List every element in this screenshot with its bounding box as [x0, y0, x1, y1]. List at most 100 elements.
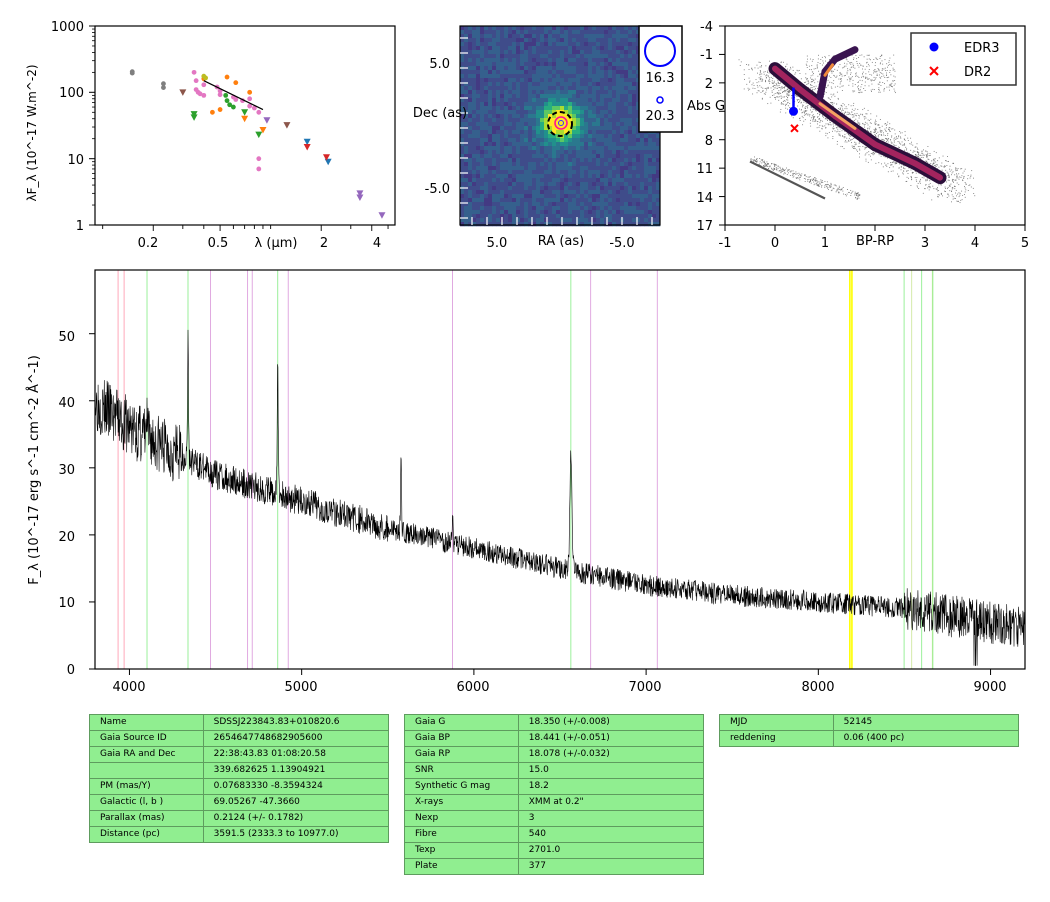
- sed-upper-limit-point: [378, 212, 386, 219]
- image-pixel: [620, 62, 625, 67]
- image-pixel: [504, 194, 509, 199]
- cmd-field-star: [944, 166, 946, 168]
- image-pixel: [648, 186, 653, 191]
- image-pixel: [596, 138, 601, 143]
- image-pixel: [572, 82, 577, 87]
- image-pixel: [524, 174, 529, 179]
- image-pixel: [564, 170, 569, 175]
- cmd-field-star: [881, 134, 882, 136]
- image-pixel: [564, 26, 569, 31]
- image-pixel: [496, 146, 501, 151]
- cmd-field-star: [766, 77, 767, 78]
- image-pixel: [572, 58, 577, 63]
- image-pixel: [632, 38, 637, 43]
- cmd-field-star: [743, 69, 745, 71]
- cmd-field-star: [786, 94, 788, 96]
- image-pixel: [580, 146, 585, 151]
- image-pixel: [484, 42, 489, 47]
- image-pixel: [584, 130, 589, 135]
- cmd-field-star: [945, 187, 946, 189]
- image-pixel: [636, 94, 641, 99]
- image-pixel: [492, 218, 497, 223]
- cmd-field-star: [926, 155, 928, 157]
- image-pixel: [500, 194, 505, 199]
- image-pixel: [620, 90, 625, 95]
- cmd-field-star: [849, 80, 851, 82]
- image-pixel: [544, 218, 549, 223]
- image-pixel: [656, 186, 661, 191]
- legend-circle-large: [644, 35, 676, 67]
- image-pixel: [524, 158, 529, 163]
- image-pixel: [620, 58, 625, 63]
- image-pixel: [496, 206, 501, 211]
- image-pixel: [584, 178, 589, 183]
- image-pixel: [632, 206, 637, 211]
- image-pixel: [468, 34, 473, 39]
- legend-circle-small: [656, 96, 664, 104]
- image-pixel: [536, 102, 541, 107]
- image-pixel: [540, 138, 545, 143]
- cmd-field-star: [756, 84, 758, 86]
- cmd-field-star: [805, 63, 807, 65]
- image-pixel: [632, 182, 637, 187]
- image-pixel: [500, 118, 505, 123]
- image-pixel: [548, 118, 553, 123]
- image-pixel: [492, 134, 497, 139]
- image-pixel: [544, 154, 549, 159]
- cmd-field-star: [787, 68, 789, 70]
- cmd-field-star: [842, 146, 843, 148]
- image-pixel: [604, 182, 609, 187]
- cmd-field-star: [969, 184, 971, 186]
- cmd-field-star: [796, 69, 798, 71]
- image-pixel: [564, 62, 569, 67]
- image-pixel: [516, 198, 521, 203]
- image-pixel: [576, 46, 581, 51]
- cmd-field-star: [873, 131, 875, 133]
- image-pixel: [544, 166, 549, 171]
- cmd-field-star: [849, 62, 851, 64]
- image-pixel: [552, 162, 557, 167]
- cmd-field-star: [972, 187, 974, 189]
- cmd-field-star: [955, 189, 957, 191]
- image-pixel: [520, 186, 525, 191]
- cmd-field-star: [870, 130, 872, 132]
- cmd-field-star: [888, 127, 890, 128]
- image-pixel: [556, 98, 561, 103]
- image-pixel: [484, 74, 489, 79]
- cmd-field-star: [921, 177, 923, 179]
- cmd-field-star: [912, 172, 914, 173]
- cmd-field-star: [827, 84, 829, 86]
- cmd-field-star: [814, 89, 816, 91]
- image-pixel: [480, 46, 485, 51]
- image-pixel: [564, 30, 569, 35]
- cmd-field-star: [925, 184, 927, 186]
- cmd-field-star: [783, 96, 785, 98]
- image-pixel: [476, 210, 481, 215]
- cmd-field-star: [957, 193, 959, 195]
- image-pixel: [572, 138, 577, 143]
- image-pixel: [568, 202, 573, 207]
- cmd-field-star: [860, 64, 862, 66]
- image-pixel: [600, 38, 605, 43]
- image-pixel: [632, 162, 637, 167]
- image-pixel: [608, 154, 613, 159]
- image-pixel: [512, 70, 517, 75]
- image-pixel: [608, 190, 613, 195]
- cmd-field-star: [812, 79, 814, 81]
- image-pixel: [564, 50, 569, 55]
- cmd-field-star: [759, 78, 761, 80]
- image-pixel: [460, 110, 465, 115]
- cmd-field-star: [925, 184, 927, 186]
- cmd-field-star: [879, 62, 881, 64]
- image-pixel: [532, 54, 537, 59]
- image-pixel: [540, 34, 545, 39]
- image-pixel: [460, 38, 465, 43]
- image-pixel: [612, 158, 617, 163]
- cmd-field-star: [967, 175, 969, 176]
- cmd-field-star: [855, 143, 857, 145]
- image-pixel: [512, 122, 517, 127]
- image-pixel: [496, 34, 501, 39]
- image-pixel: [472, 202, 477, 207]
- image-pixel: [600, 146, 605, 151]
- image-pixel: [500, 202, 505, 207]
